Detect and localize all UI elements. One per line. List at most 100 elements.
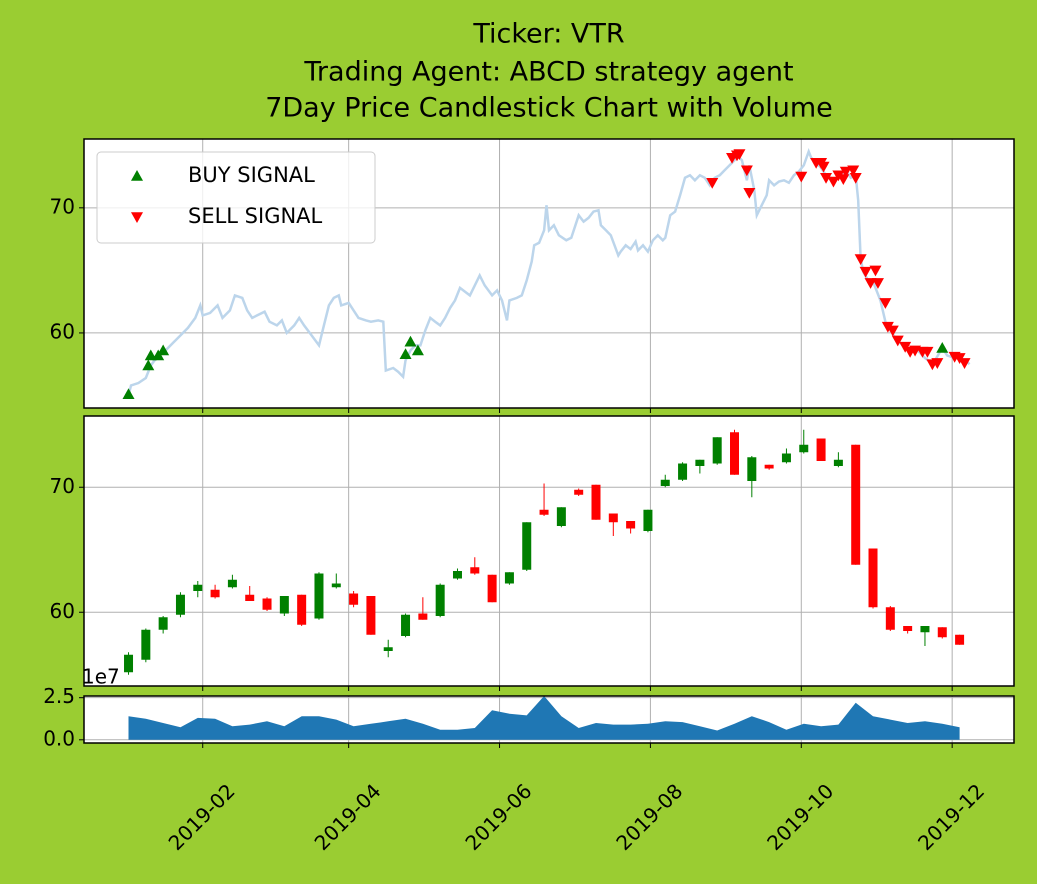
candle-body: [781, 453, 791, 463]
candle-body: [401, 614, 411, 636]
signal-marker: [891, 335, 904, 347]
candle-body: [227, 579, 237, 588]
candle-body: [660, 479, 670, 486]
candle-body: [487, 574, 497, 603]
title-line: Ticker: VTR: [472, 19, 624, 50]
price-line: [127, 147, 971, 396]
signal-marker: [879, 298, 892, 309]
title-line: Trading Agent: ABCD strategy agent: [303, 57, 793, 88]
candle-body: [712, 437, 722, 464]
candle-body: [383, 647, 393, 651]
candle-body: [903, 626, 913, 631]
candle-body: [730, 432, 740, 475]
candle-body: [747, 457, 757, 481]
plot-frame: [83, 695, 1015, 744]
candle-body: [314, 573, 324, 619]
candle-body: [799, 444, 809, 453]
title-line: 7Day Price Candlestick Chart with Volume: [265, 93, 833, 124]
candle-body: [175, 594, 185, 615]
y-tick-label: 60: [50, 319, 75, 343]
y-tick-label: 0.0: [43, 726, 75, 750]
candle-body: [193, 584, 203, 591]
signal-marker: [157, 344, 170, 356]
candle-body: [539, 509, 549, 515]
candle-body: [608, 513, 618, 523]
volume-area: [128, 696, 960, 740]
signal-marker: [795, 171, 808, 183]
candle-body: [920, 626, 930, 633]
candle-body: [366, 596, 376, 635]
signal-marker: [740, 165, 753, 177]
offset-text: 1e7: [82, 665, 120, 689]
candle-body: [574, 489, 584, 495]
y-tick-label: 70: [50, 474, 75, 498]
signal-marker: [706, 177, 719, 189]
candle-body: [279, 596, 289, 614]
candle-body: [262, 598, 272, 610]
candle-body: [141, 629, 151, 660]
signal-marker: [404, 335, 417, 347]
candle-body: [851, 444, 861, 565]
plot-frame: [83, 415, 1015, 687]
candle-body: [955, 634, 965, 645]
signal-marker: [411, 344, 424, 356]
candle-body: [210, 589, 220, 598]
candle-body: [626, 521, 636, 529]
signal-marker: [399, 348, 412, 359]
candle-body: [678, 463, 688, 480]
candle-body: [522, 522, 532, 570]
candle-body: [418, 613, 428, 620]
legend-label: SELL SIGNAL: [188, 204, 323, 228]
x-tick-label: 2019-08: [611, 779, 687, 855]
candle-body: [556, 507, 566, 526]
x-tick-label: 2019-06: [460, 779, 536, 855]
signal-marker: [871, 278, 884, 289]
signal-marker: [958, 358, 971, 369]
signal-marker: [869, 265, 882, 277]
signal-marker: [886, 325, 899, 337]
signal-marker: [854, 254, 867, 266]
legend-box: [96, 151, 376, 244]
candle-body: [937, 627, 947, 638]
x-tick-label: 2019-02: [164, 779, 240, 855]
candle-body: [158, 617, 168, 630]
legend-label: BUY SIGNAL: [188, 163, 315, 187]
signal-marker: [921, 346, 934, 358]
candle-body: [349, 593, 359, 605]
signal-marker: [859, 266, 872, 278]
legend-marker: [131, 212, 143, 223]
candle-body: [833, 459, 843, 466]
candle-body: [816, 438, 826, 461]
signal-marker: [733, 149, 746, 161]
signal-marker: [743, 188, 756, 199]
candle-body: [435, 584, 445, 616]
candle-body: [643, 509, 653, 531]
signal-marker: [142, 359, 155, 371]
candle-body: [504, 572, 514, 584]
signal-marker: [839, 166, 852, 178]
candle-body: [885, 607, 895, 630]
candle-body: [764, 464, 774, 469]
candle-body: [470, 567, 480, 574]
legend-marker: [131, 170, 143, 181]
candle-body: [245, 594, 255, 601]
plot-frame: [83, 138, 1015, 409]
signal-marker: [820, 172, 833, 184]
signal-marker: [849, 172, 862, 184]
candle-body: [124, 654, 134, 673]
signal-marker: [817, 161, 830, 173]
candle-body: [331, 583, 341, 588]
candle-body: [591, 484, 601, 520]
candle-body: [452, 571, 462, 579]
x-tick-label: 2019-12: [913, 779, 989, 855]
x-tick-label: 2019-10: [762, 779, 838, 855]
candle-body: [297, 594, 307, 625]
signal-marker: [936, 341, 949, 353]
signal-marker: [122, 388, 135, 400]
y-tick-label: 2.5: [43, 684, 75, 708]
y-tick-label: 70: [50, 194, 75, 218]
y-tick-label: 60: [50, 599, 75, 623]
signal-marker: [827, 176, 840, 188]
candle-body: [868, 548, 878, 608]
